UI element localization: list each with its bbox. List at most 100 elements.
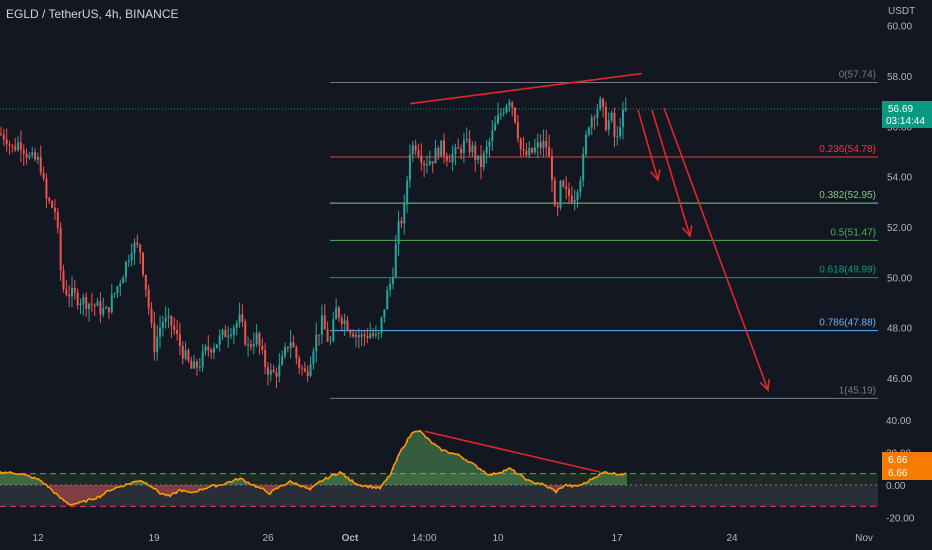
candle-body: [150, 308, 153, 323]
candle-body: [238, 314, 241, 323]
candle-body: [445, 155, 448, 161]
candle-body: [232, 327, 235, 335]
time-axis[interactable]: 12 19 26 Oct 14:00 10 17 24 Nov: [32, 533, 872, 544]
candle-body: [582, 153, 585, 181]
time-axis-tick: 14:00: [411, 533, 436, 544]
candle-body: [519, 138, 522, 149]
candle-body: [51, 201, 54, 208]
candle-body: [440, 140, 443, 157]
candle-body: [0, 133, 2, 135]
resistance-trendline[interactable]: [409, 72, 643, 105]
trendline-drawings[interactable]: [409, 72, 770, 473]
candle-body: [181, 345, 184, 359]
price-badge-countdown: 03:14:44: [886, 116, 925, 127]
price-axis-tick: 58.00: [887, 72, 912, 83]
candle-body: [346, 320, 349, 331]
candle-body: [511, 102, 514, 108]
candle-body: [88, 303, 91, 310]
candle-body: [471, 145, 474, 153]
candle-body: [161, 321, 164, 328]
candle-body: [337, 307, 340, 318]
candle-body: [607, 120, 610, 131]
candle-body: [90, 303, 93, 305]
candle-body: [258, 332, 261, 346]
candle-body: [494, 123, 497, 131]
candle-body: [213, 348, 215, 353]
candle-body: [261, 345, 264, 350]
oscillator-divergence-line[interactable]: [424, 430, 601, 473]
candle-body: [45, 178, 48, 199]
candle-body: [556, 205, 559, 208]
candle-body: [79, 303, 82, 305]
candle-body: [553, 180, 556, 206]
candle-body: [278, 364, 281, 377]
fib-level-label: 0.236(54.78): [819, 144, 876, 155]
candle-body: [323, 315, 326, 330]
time-axis-tick: 10: [492, 533, 504, 544]
oscillator-lower-zone: [0, 485, 878, 507]
candle-body: [295, 347, 298, 359]
candle-body: [65, 289, 68, 295]
candle-body: [613, 112, 616, 138]
candle-body: [28, 155, 31, 158]
projection-arrowhead[interactable]: [650, 169, 661, 182]
candle-body: [394, 244, 397, 278]
candle-body: [119, 283, 122, 287]
candle-body: [22, 149, 25, 154]
candle-body: [377, 332, 380, 335]
candle-body: [616, 136, 619, 138]
projection-arrowhead[interactable]: [681, 225, 693, 238]
candle-body: [173, 325, 176, 330]
candle-body: [514, 107, 517, 123]
candle-body: [397, 220, 400, 245]
projection-arrow[interactable]: [663, 107, 769, 391]
candle-body: [619, 127, 622, 137]
candle-body: [298, 358, 301, 368]
candle-body: [96, 301, 99, 306]
candle-body: [536, 142, 539, 148]
candle-body: [437, 147, 440, 157]
projection-arrow[interactable]: [637, 109, 659, 181]
candle-body: [400, 220, 403, 224]
candle-body: [434, 147, 437, 164]
candle-body: [167, 316, 170, 318]
candle-body: [286, 346, 289, 349]
candle-body: [599, 98, 602, 110]
candle-body: [309, 364, 312, 376]
candle-body: [102, 308, 105, 315]
candle-body: [2, 134, 5, 140]
candle-body: [39, 156, 42, 173]
time-axis-tick: Oct: [342, 533, 359, 544]
candle-body: [533, 147, 536, 153]
price-axis-tick: 52.00: [887, 223, 912, 234]
candle-body: [68, 294, 71, 297]
candle-body: [62, 270, 65, 290]
candle-body: [241, 314, 244, 322]
candle-body: [252, 343, 255, 347]
candle-body: [562, 181, 565, 187]
projection-arrowhead[interactable]: [759, 378, 770, 392]
time-axis-tick: 12: [32, 533, 44, 544]
candle-body: [380, 317, 383, 333]
candle-body: [198, 367, 201, 369]
candle-body: [195, 361, 198, 368]
candle-body: [275, 372, 278, 377]
fib-level-label: 0.382(52.95): [819, 190, 876, 201]
candle-body: [357, 335, 360, 338]
candle-body: [110, 294, 113, 313]
candle-body: [190, 360, 193, 369]
candle-body: [360, 334, 363, 338]
candle-body: [133, 242, 136, 254]
price-badge: 56.69 03:14:44: [882, 101, 932, 128]
candle-body: [417, 150, 420, 156]
projection-arrow[interactable]: [651, 109, 691, 237]
fib-level-label: 1(45.19): [839, 385, 876, 396]
candle-body: [210, 349, 213, 353]
candle-body: [5, 139, 8, 145]
candle-body: [621, 109, 624, 128]
candle-body: [34, 152, 37, 160]
candle-body: [349, 330, 352, 334]
candle-body: [482, 153, 485, 167]
